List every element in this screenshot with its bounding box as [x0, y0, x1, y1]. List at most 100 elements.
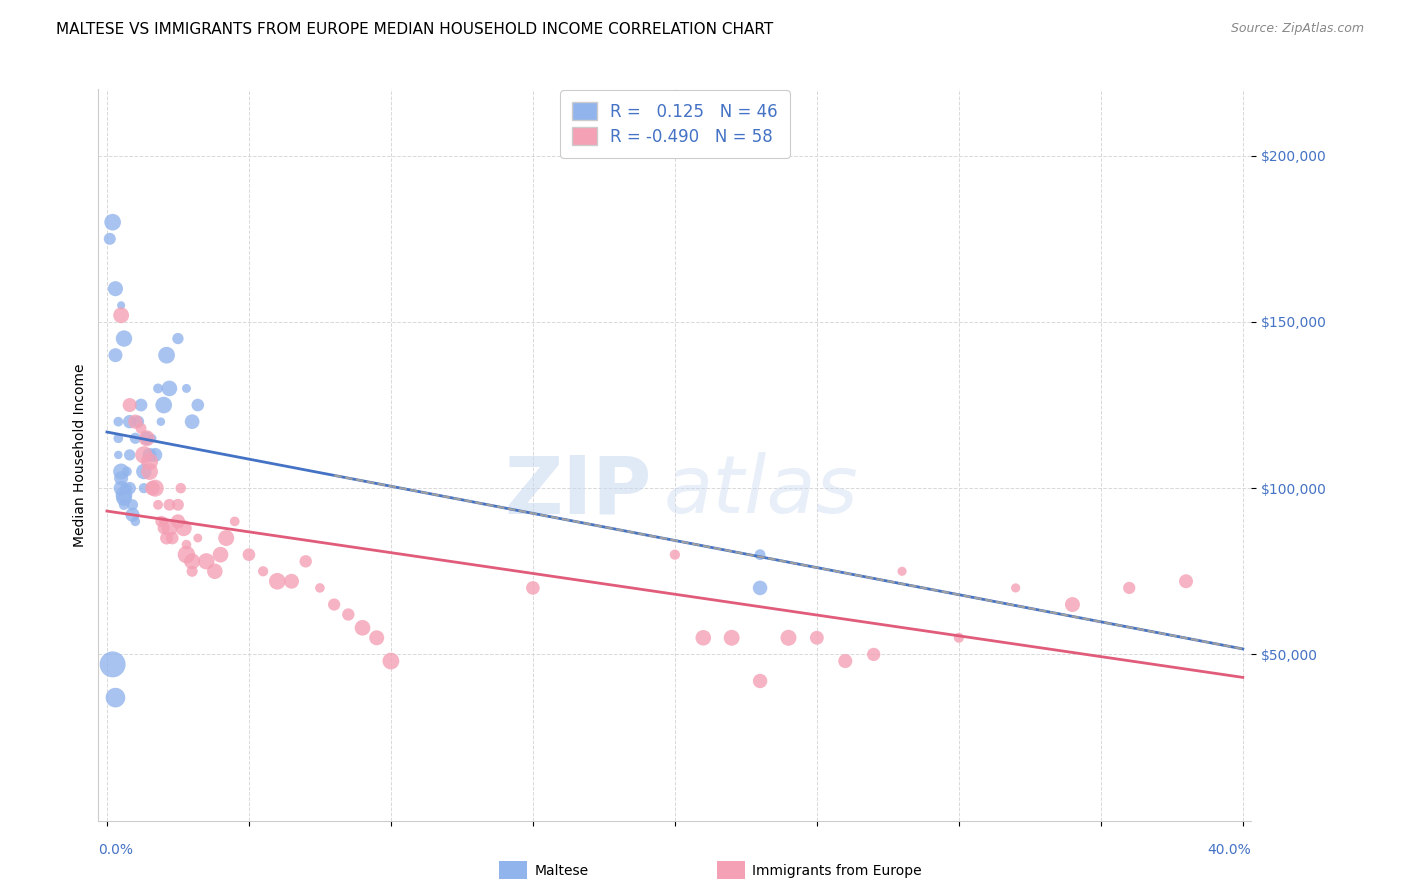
Text: ZIP: ZIP: [505, 452, 652, 531]
Point: [112, 332, 135, 346]
Point: [778, 631, 800, 645]
Point: [112, 498, 135, 512]
Point: [157, 498, 180, 512]
Point: [98, 232, 121, 246]
Point: [252, 564, 274, 578]
Point: [238, 548, 260, 562]
Point: [1175, 574, 1198, 589]
Point: [162, 531, 184, 545]
Point: [1062, 598, 1084, 612]
Point: [132, 465, 155, 479]
Point: [110, 298, 132, 312]
Point: [181, 554, 204, 568]
Point: [104, 348, 127, 362]
Point: [138, 454, 160, 468]
Point: [118, 398, 141, 412]
Y-axis label: Median Household Income: Median Household Income: [73, 363, 87, 547]
Point: [124, 415, 146, 429]
Text: MALTESE VS IMMIGRANTS FROM EUROPE MEDIAN HOUSEHOLD INCOME CORRELATION CHART: MALTESE VS IMMIGRANTS FROM EUROPE MEDIAN…: [56, 22, 773, 37]
Point: [121, 508, 143, 522]
Point: [118, 415, 141, 429]
Point: [107, 448, 129, 462]
Point: [155, 531, 177, 545]
Point: [337, 607, 360, 622]
Point: [135, 431, 157, 445]
Point: [1004, 581, 1026, 595]
Point: [124, 431, 146, 445]
Point: [132, 481, 155, 495]
Point: [948, 631, 970, 645]
Point: [146, 381, 169, 395]
Point: [115, 465, 138, 479]
Point: [280, 574, 302, 589]
Point: [129, 421, 152, 435]
Point: [149, 415, 172, 429]
Point: [143, 448, 166, 462]
Point: [152, 521, 174, 535]
Point: [181, 564, 204, 578]
Point: [749, 548, 772, 562]
Point: [323, 598, 346, 612]
Point: [121, 498, 143, 512]
Point: [834, 654, 856, 668]
Text: 0.0%: 0.0%: [98, 843, 134, 857]
Point: [101, 657, 124, 672]
Point: [187, 531, 209, 545]
Legend: R =   0.125   N = 46, R = -0.490   N = 58: R = 0.125 N = 46, R = -0.490 N = 58: [560, 90, 790, 158]
Point: [101, 215, 124, 229]
Point: [891, 564, 914, 578]
Point: [167, 515, 190, 529]
Point: [127, 415, 149, 429]
Point: [132, 448, 155, 462]
Point: [129, 398, 152, 412]
Point: [215, 531, 238, 545]
Point: [115, 481, 138, 495]
Point: [266, 574, 288, 589]
Point: [187, 398, 209, 412]
Point: [152, 398, 174, 412]
Point: [664, 548, 686, 562]
Point: [138, 448, 160, 462]
Point: [294, 554, 316, 568]
Point: [1118, 581, 1140, 595]
Point: [176, 538, 198, 552]
Point: [176, 381, 198, 395]
Point: [107, 415, 129, 429]
Point: [309, 581, 332, 595]
Point: [173, 521, 195, 535]
Point: [209, 548, 232, 562]
Point: [110, 465, 132, 479]
Point: [143, 481, 166, 495]
Text: 40.0%: 40.0%: [1208, 843, 1251, 857]
Point: [112, 488, 135, 502]
Point: [366, 631, 388, 645]
Point: [110, 471, 132, 485]
Point: [141, 431, 163, 445]
Text: Immigrants from Europe: Immigrants from Europe: [752, 863, 922, 878]
Point: [862, 648, 884, 662]
Point: [380, 654, 402, 668]
Point: [135, 431, 157, 445]
Point: [118, 481, 141, 495]
Point: [204, 564, 226, 578]
Point: [141, 481, 163, 495]
Point: [118, 448, 141, 462]
Point: [167, 498, 190, 512]
Point: [224, 515, 246, 529]
Point: [152, 515, 174, 529]
Point: [749, 581, 772, 595]
Point: [112, 481, 135, 495]
Point: [749, 673, 772, 688]
Point: [124, 515, 146, 529]
Point: [138, 465, 160, 479]
Point: [149, 515, 172, 529]
Text: atlas: atlas: [664, 452, 858, 531]
Point: [157, 381, 180, 395]
Point: [107, 431, 129, 445]
Point: [806, 631, 828, 645]
Point: [146, 498, 169, 512]
Point: [181, 415, 204, 429]
Point: [352, 621, 374, 635]
Point: [110, 481, 132, 495]
Point: [167, 332, 190, 346]
